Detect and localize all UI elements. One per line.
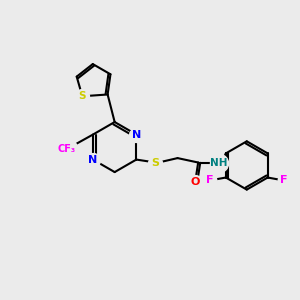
Text: O: O <box>190 177 200 187</box>
Text: S: S <box>79 91 86 101</box>
Text: N: N <box>132 130 141 140</box>
Text: NH: NH <box>210 158 227 167</box>
Text: S: S <box>152 158 160 167</box>
Text: F: F <box>280 176 288 185</box>
Text: CF₃: CF₃ <box>57 144 76 154</box>
Text: F: F <box>206 176 213 185</box>
Text: N: N <box>88 154 98 165</box>
